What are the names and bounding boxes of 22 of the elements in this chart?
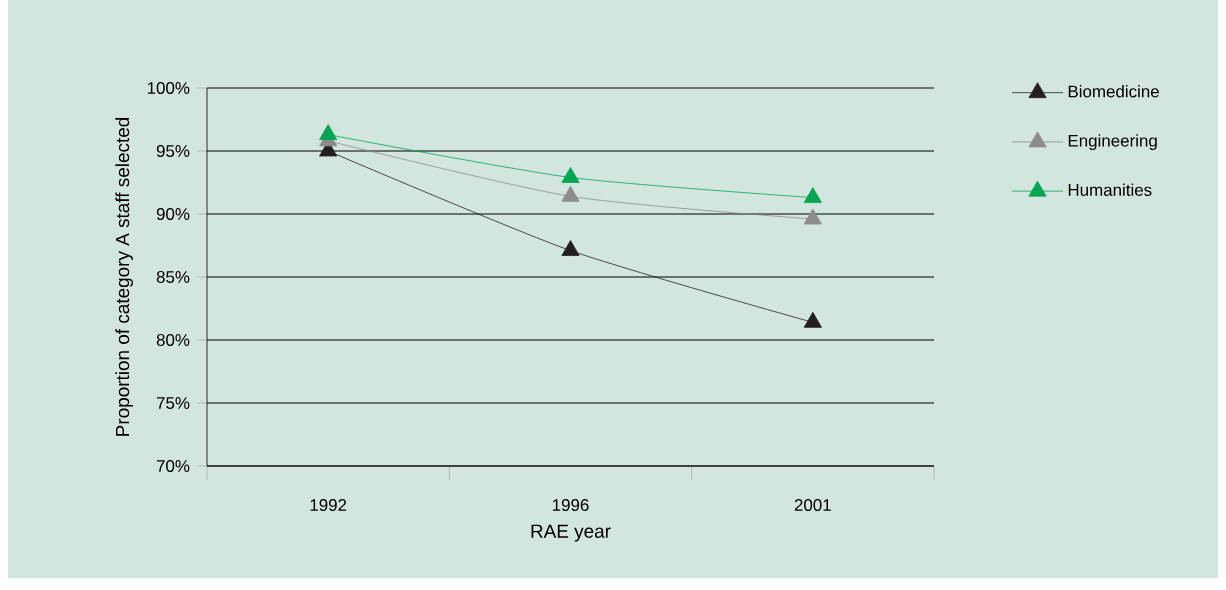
y-tick-label: 70% [156,460,190,472]
y-tick-label: 80% [156,334,190,346]
x-tick-label: 1996 [552,499,589,512]
point [319,124,338,141]
y-tick-label: 100% [147,82,190,94]
x-tick-label: 1992 [310,499,347,512]
point [803,208,822,225]
y-tick-label: 75% [156,397,190,409]
y-axis-title: Proportion of category A staff selected [115,117,133,436]
legend-label: Humanities [1068,183,1152,196]
legend-label: Biomedicine [1068,85,1159,98]
point [561,167,580,183]
point [803,187,822,204]
y-tick-label: 95% [156,145,190,157]
x-tick-label: 2001 [794,499,831,512]
x-axis-title: RAE year [531,524,611,542]
point [803,311,822,328]
point [561,185,580,202]
y-tick-label: 85% [156,271,190,283]
point [561,240,580,256]
legend-label: Engineering [1068,134,1157,151]
y-tick-label: 90% [156,208,190,220]
